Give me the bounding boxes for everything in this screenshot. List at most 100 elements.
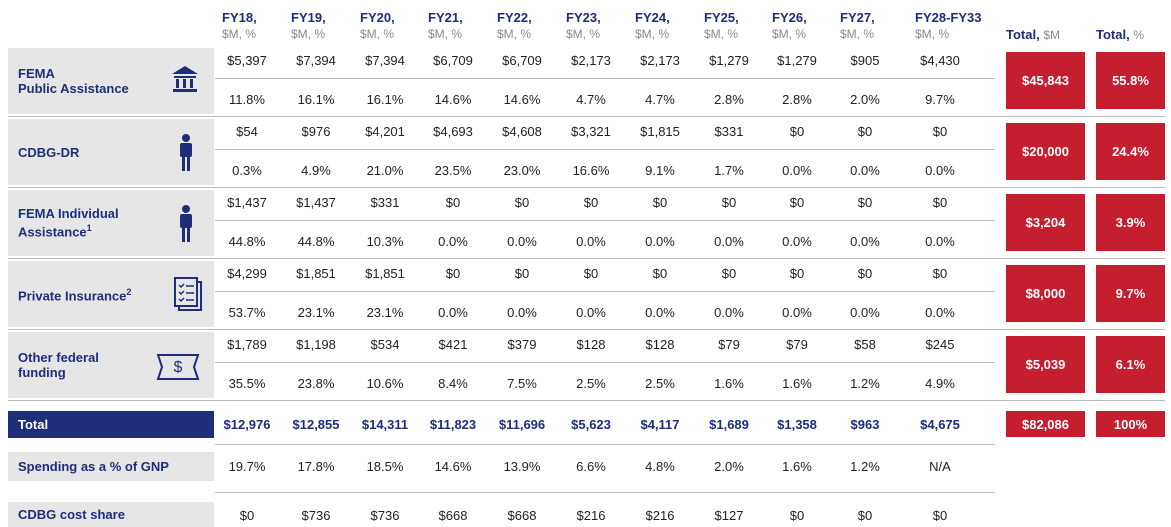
share: 23.0%: [503, 163, 541, 178]
row-label: Spending as a % of GNP: [8, 452, 214, 481]
column-year: FY27,: [840, 10, 875, 25]
total-label: Total,: [1096, 27, 1134, 42]
amount: $6,709: [502, 53, 542, 68]
divider: [8, 400, 1165, 401]
share: 0.0%: [925, 163, 955, 178]
share: 1.7%: [714, 163, 744, 178]
grand-total: $82,086: [1006, 411, 1085, 437]
divider: [215, 149, 995, 150]
amount: $1,279: [709, 53, 749, 68]
gnp-value: 18.5%: [366, 459, 404, 474]
gnp-value: 1.6%: [782, 459, 812, 474]
total-share: 55.8%: [1096, 52, 1165, 109]
share: 0.0%: [576, 234, 606, 249]
total-label: Total: [8, 411, 214, 438]
share: 9.7%: [925, 92, 955, 107]
amount: $0: [514, 195, 530, 210]
share: 16.1%: [366, 92, 404, 107]
share: 0.0%: [782, 163, 812, 178]
amount: $4,608: [502, 124, 542, 139]
share: 0.0%: [925, 305, 955, 320]
share: 23.1%: [366, 305, 404, 320]
column-unit: $M, %: [704, 27, 739, 41]
share: 1.6%: [714, 376, 744, 391]
column-unit: $M, %: [428, 27, 463, 41]
grand-share: 100%: [1096, 411, 1165, 437]
gnp-value: 2.0%: [714, 459, 744, 474]
amount: $1,437: [227, 195, 267, 210]
share: 4.9%: [301, 163, 331, 178]
share: 9.1%: [645, 163, 675, 178]
column-year: FY24,: [635, 10, 670, 25]
total-amount: $3,204: [1006, 194, 1085, 251]
checklist-icon: [174, 277, 202, 311]
amount: $1,789: [227, 337, 267, 352]
share: 2.5%: [645, 376, 675, 391]
share: 0.0%: [850, 163, 880, 178]
divider: [8, 258, 1165, 259]
amount: $379: [507, 337, 537, 352]
share: 16.1%: [297, 92, 335, 107]
label-text: FEMA Public Assistance: [18, 66, 129, 96]
amount: $0: [857, 195, 873, 210]
share: 0.0%: [782, 305, 812, 320]
person-icon: [180, 134, 192, 171]
amount: $421: [438, 337, 468, 352]
total-share: 6.1%: [1096, 336, 1165, 393]
total-value: $12,855: [292, 417, 340, 432]
total-value: $4,117: [640, 417, 680, 432]
amount: $58: [854, 337, 876, 352]
share: 44.8%: [228, 234, 266, 249]
total-amount: $5,039: [1006, 336, 1085, 393]
share: 0.0%: [850, 234, 880, 249]
column-year: FY20,: [360, 10, 395, 25]
cost-share-value: $127: [714, 508, 744, 523]
share: 0.3%: [232, 163, 262, 178]
divider: [8, 329, 1165, 330]
person-icon: [180, 205, 192, 242]
amount: $1,198: [296, 337, 336, 352]
share: 10.3%: [366, 234, 404, 249]
total-amount: $20,000: [1006, 123, 1085, 180]
cost-share-value: $0: [932, 508, 948, 523]
column-year: FY19,: [291, 10, 326, 25]
total-value: $14,311: [361, 417, 409, 432]
amount: $0: [932, 124, 948, 139]
column-year: FY22,: [497, 10, 532, 25]
amount: $7,394: [296, 53, 336, 68]
total-value: $12,976: [223, 417, 271, 432]
total-share: 3.9%: [1096, 194, 1165, 251]
footnote-mark: 2: [126, 286, 132, 297]
amount: $245: [925, 337, 955, 352]
column-unit: $M, %: [915, 27, 950, 41]
share: 2.8%: [714, 92, 744, 107]
divider: [8, 187, 1165, 188]
money-icon: $: [156, 354, 200, 380]
share: 0.0%: [850, 305, 880, 320]
amount: $79: [718, 337, 740, 352]
total-unit: %: [1133, 28, 1144, 42]
amount: $0: [583, 266, 599, 281]
total-header: Total, %: [1096, 27, 1144, 42]
share: 0.0%: [714, 305, 744, 320]
amount: $128: [576, 337, 606, 352]
column-unit: $M, %: [360, 27, 395, 41]
share: 23.8%: [297, 376, 335, 391]
total-unit: $M: [1043, 28, 1060, 42]
share: 0.0%: [507, 305, 537, 320]
total-share: 9.7%: [1096, 265, 1165, 322]
share: 1.2%: [850, 376, 880, 391]
amount: $1,815: [640, 124, 680, 139]
amount: $3,321: [571, 124, 611, 139]
column-year: FY23,: [566, 10, 601, 25]
divider: [215, 78, 995, 79]
cost-share-value: $736: [370, 508, 400, 523]
share: 0.0%: [645, 305, 675, 320]
gnp-value: 19.7%: [228, 459, 266, 474]
share: 14.6%: [434, 92, 472, 107]
label-text: Other federal funding: [18, 350, 99, 380]
amount: $976: [301, 124, 331, 139]
share: 23.5%: [434, 163, 472, 178]
column-unit: $M, %: [772, 27, 807, 41]
